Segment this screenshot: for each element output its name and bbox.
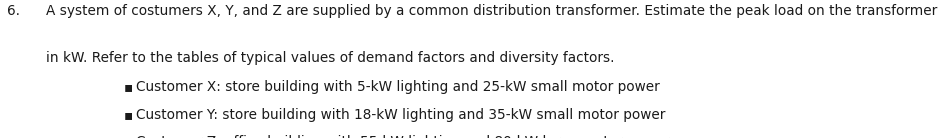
Text: in kW. Refer to the tables of typical values of demand factors and diversity fac: in kW. Refer to the tables of typical va… (46, 51, 614, 65)
Text: ▪: ▪ (124, 135, 133, 138)
Text: 6.: 6. (7, 4, 20, 18)
Text: A system of costumers X, Y, and Z are supplied by a common distribution transfor: A system of costumers X, Y, and Z are su… (46, 4, 937, 18)
Text: Customer X: store building with 5-kW lighting and 25-kW small motor power: Customer X: store building with 5-kW lig… (136, 80, 660, 94)
Text: ▪: ▪ (124, 80, 133, 94)
Text: ▪: ▪ (124, 108, 133, 122)
Text: Customer Y: store building with 18-kW lighting and 35-kW small motor power: Customer Y: store building with 18-kW li… (136, 108, 665, 122)
Text: Customer Z: office building with 55-kW lighting and 80-kW large motor power: Customer Z: office building with 55-kW l… (136, 135, 669, 138)
